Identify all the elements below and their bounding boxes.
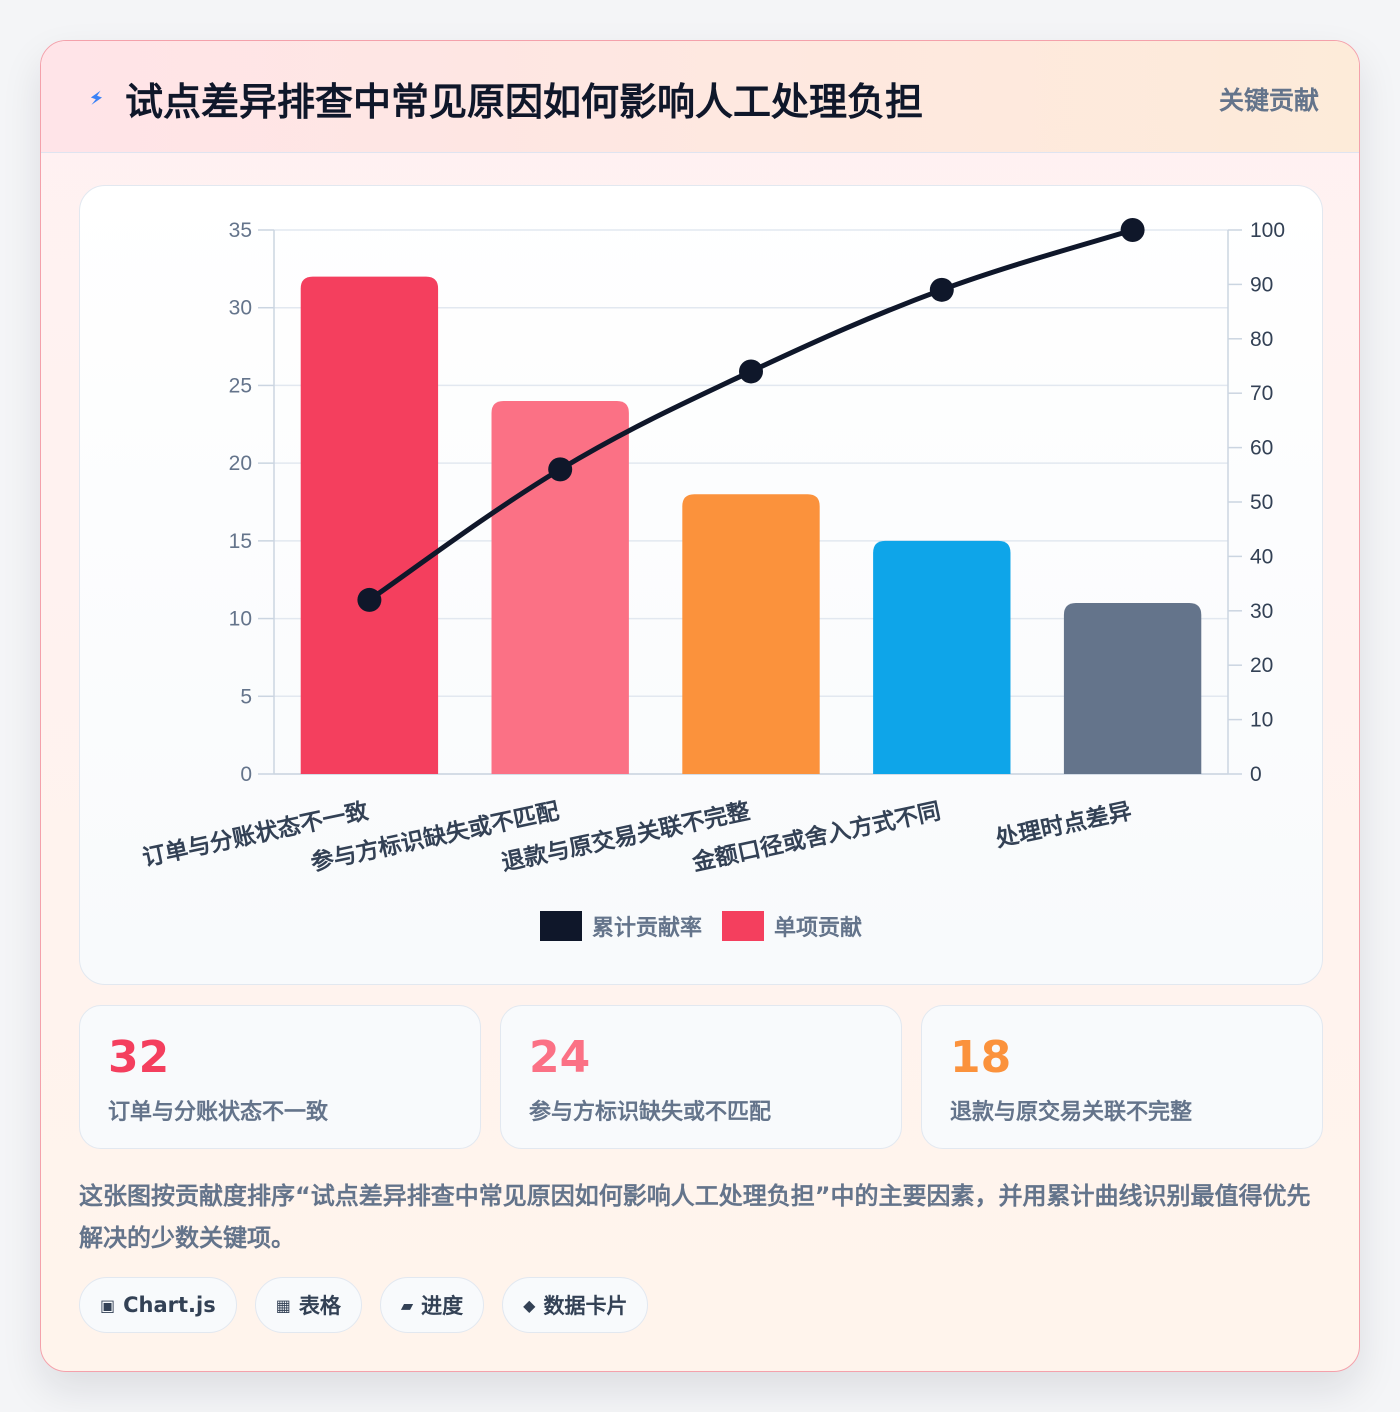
y-tick-label-right: 70 xyxy=(1250,382,1273,405)
y-tick-label-left: 15 xyxy=(229,530,252,553)
y-tick-label-left: 25 xyxy=(229,374,252,397)
header-tag: 关键贡献 xyxy=(1218,86,1319,115)
chip-label: 进度 xyxy=(421,1294,464,1318)
chip-label: 表格 xyxy=(298,1294,341,1318)
chip-label: 数据卡片 xyxy=(543,1294,628,1318)
y-tick-label-right: 40 xyxy=(1250,545,1273,568)
kpi-value: 32 xyxy=(108,1032,170,1083)
chip-chartjs[interactable]: ▣ Chart.js xyxy=(79,1277,237,1333)
tag-chips: ▣ Chart.js ▦ 表格 ▰ 进度 ◆ 数据卡片 xyxy=(79,1277,649,1335)
kpi-card: 18 退款与原交易关联不完整 xyxy=(921,1005,1323,1149)
legend-label-single: 单项贡献 xyxy=(774,916,863,941)
y-tick-label-left: 10 xyxy=(229,608,252,631)
pareto-chart: 051015202530350102030405060708090100订单与分… xyxy=(140,218,1285,877)
legend-swatch-single xyxy=(722,911,764,941)
cumulative-point xyxy=(929,277,954,302)
page-title: 试点差异排查中常见原因如何影响人工处理负担 xyxy=(125,80,924,124)
legend-swatch-cumulative xyxy=(539,911,582,941)
y-tick-label-right: 90 xyxy=(1250,273,1273,296)
chart-legend: 累计贡献率 单项贡献 xyxy=(80,910,1322,942)
main-card: 试点差异排查中常见原因如何影响人工处理负担 关键贡献 0 5 10 15 20 25 30 3… xyxy=(40,40,1360,1372)
x-tick-label: 处理时点差异 xyxy=(992,797,1134,852)
chip-table[interactable]: ▦ 表格 xyxy=(254,1277,362,1333)
kpi-label: 退款与原交易关联不完整 xyxy=(950,1100,1193,1125)
y-tick-label-right: 80 xyxy=(1250,328,1273,351)
chip-data-card[interactable]: ◆ 数据卡片 xyxy=(502,1277,649,1333)
legend-item-cumulative[interactable]: 累计贡献率 xyxy=(539,910,702,942)
cumulative-point xyxy=(357,587,382,612)
bar xyxy=(300,276,439,774)
chip-label: Chart.js xyxy=(123,1293,216,1317)
y-tick-label-right: 100 xyxy=(1250,219,1285,242)
y-tick-label-right: 60 xyxy=(1250,437,1273,460)
y-tick-label-left: 5 xyxy=(240,685,252,708)
kpi-value: 24 xyxy=(529,1032,591,1083)
cumulative-point xyxy=(548,457,573,482)
kpi-cards: 32 订单与分账状态不一致 24 参与方标识缺失或不匹配 18 退款与原交易关联… xyxy=(79,1005,1323,1149)
legend-item-single[interactable]: 单项贡献 xyxy=(722,910,862,942)
kpi-label: 订单与分账状态不一致 xyxy=(108,1100,329,1125)
chart-icon: ▣ xyxy=(100,1295,116,1315)
y-tick-label-right: 10 xyxy=(1250,709,1273,732)
kpi-card: 32 订单与分账状态不一致 xyxy=(79,1005,481,1149)
cumulative-point xyxy=(739,359,763,384)
table-icon: ▦ xyxy=(275,1295,291,1315)
card-header: 试点差异排查中常见原因如何影响人工处理负担 关键贡献 xyxy=(41,41,1359,153)
y-tick-label-left: 0 xyxy=(240,763,252,786)
bar xyxy=(873,540,1011,774)
y-tick-label-left: 35 xyxy=(229,219,252,242)
chart-description: 这张图按贡献度排序“试点差异排查中常见原因如何影响人工处理负担”中的主要因素，并… xyxy=(79,1182,1311,1252)
y-tick-label-right: 0 xyxy=(1250,763,1262,786)
legend-label-cumulative: 累计贡献率 xyxy=(591,916,702,941)
y-tick-label-left: 20 xyxy=(229,452,252,475)
lightning-icon xyxy=(90,90,103,105)
kpi-value: 18 xyxy=(950,1032,1012,1083)
kpi-label: 参与方标识缺失或不匹配 xyxy=(529,1100,772,1125)
y-tick-label-left: 30 xyxy=(229,297,252,320)
cumulative-point xyxy=(1120,218,1145,242)
kpi-card: 24 参与方标识缺失或不匹配 xyxy=(500,1005,902,1149)
bar xyxy=(1063,603,1202,774)
bar xyxy=(682,494,820,774)
y-tick-label-right: 50 xyxy=(1250,491,1273,514)
y-tick-label-right: 20 xyxy=(1250,654,1273,677)
chip-progress[interactable]: ▰ 进度 xyxy=(379,1277,485,1333)
progress-icon: ▰ xyxy=(400,1295,414,1315)
card-icon: ◆ xyxy=(523,1295,536,1315)
chart-panel: 0 5 10 15 20 25 30 35 0 10 20 30 40 50 60 70 80 90 100 订单与分… xyxy=(79,185,1323,985)
y-tick-label-right: 30 xyxy=(1250,600,1273,623)
bar xyxy=(491,400,629,774)
